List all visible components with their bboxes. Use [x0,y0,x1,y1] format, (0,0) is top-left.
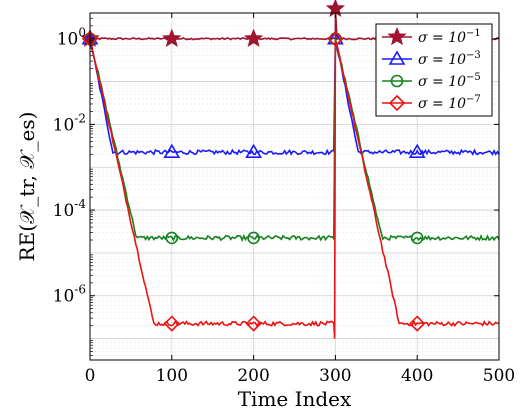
legend-label-4: σ = 10−7 [418,94,481,112]
legend-marker-1 [387,26,407,46]
series-marker-4 [245,315,262,332]
series-marker-4 [327,30,344,47]
x-axis-label-group: Time Index [238,387,352,411]
series-marker-1 [325,0,346,17]
series-marker-1 [243,28,264,47]
series-marker-2 [245,143,262,159]
x-tick-label: 400 [401,366,433,386]
x-tick-label: 300 [319,366,351,386]
y-tick-label: 10-4 [53,197,87,221]
series-marker-4 [409,315,426,332]
y-tick-label: 10-2 [53,111,86,135]
legend-label-1: σ = 10−1 [418,28,481,46]
legend: σ = 10−1 σ = 10−3 σ = 10−5 σ = 10−7 [375,23,493,117]
series-marker-4 [163,315,180,332]
legend-label-3: σ = 10−5 [418,72,481,90]
y-tick-label: 100 [57,26,86,50]
y-axis-label: RE(𝒳_tr, 𝒳_es) [15,112,39,262]
x-axis-label: Time Index [238,387,352,411]
series-marker-3 [329,32,342,46]
series-marker-2 [163,143,181,159]
legend-label-2: σ = 10−3 [418,50,481,68]
y-tick-label: 10-6 [53,283,86,307]
series-marker-3 [247,231,260,245]
legend-marker-2 [388,50,406,65]
series-marker-1 [162,28,182,47]
x-tick-label: 0 [85,366,96,386]
series-marker-2 [408,143,426,159]
legend-marker-4 [388,94,406,112]
series-lines [89,8,500,339]
axis-ticks: 0 100 200 300 400 500 100 10-2 10-4 10-6 [53,13,515,386]
x-tick-label: 200 [237,366,269,386]
legend-marker-3 [390,74,404,88]
series-line-3 [89,38,500,243]
series-marker-3 [410,231,424,245]
y-axis-label-group: RE(𝒳_tr, 𝒳_es) [15,112,39,262]
plot-frame [89,12,500,361]
series-line-4 [89,38,499,339]
x-tick-label: 100 [156,366,188,386]
series-marker-3 [165,231,179,245]
x-tick-label: 500 [483,366,515,386]
series-line-2 [89,38,500,156]
